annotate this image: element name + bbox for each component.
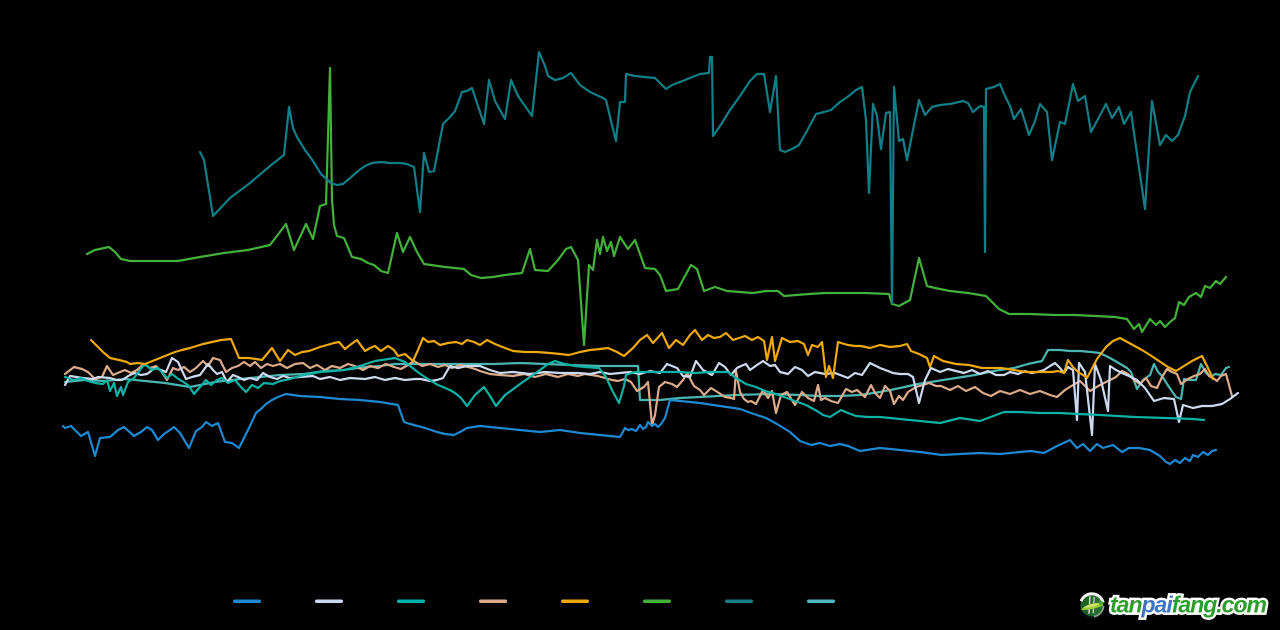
svg-text:tanpaifang.com: tanpaifang.com — [1110, 592, 1267, 618]
svg-text:tanpaifang.com: tanpaifang.com — [1110, 592, 1267, 618]
